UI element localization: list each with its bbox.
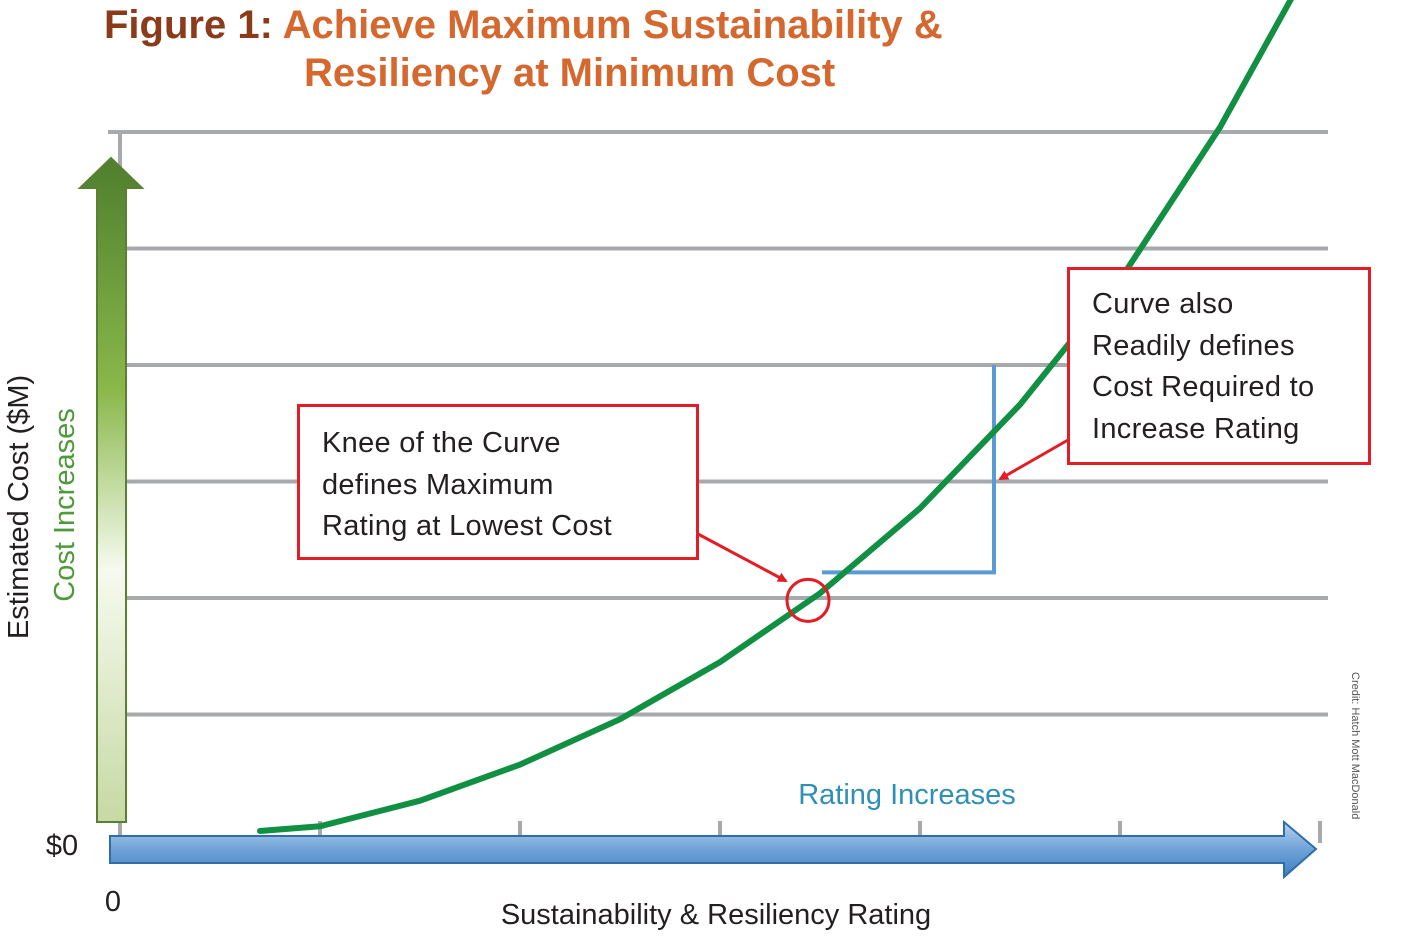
cost-callout-line: Curve also [1092, 288, 1234, 320]
knee-callout-line: Knee of the Curve [322, 427, 561, 459]
cost-callout-line: Increase Rating [1092, 412, 1300, 445]
x-axis-label: Sustainability & Resiliency Rating [501, 899, 931, 931]
rating-increases-arrow [109, 819, 1318, 880]
knee-highlight-circle [785, 577, 831, 623]
knee-callout: Knee of the Curve defines Maximum Rating… [297, 404, 699, 560]
y-axis-label: Estimated Cost ($M) [3, 375, 35, 639]
cost-step-line [822, 365, 996, 575]
figure-title-line-1: Figure 1: Achieve Maximum Sustainability… [104, 0, 943, 50]
cost-increases-label: Cost Increases [49, 408, 81, 601]
x-tick-label-zero: 0 [105, 886, 121, 918]
knee-callout-line: Rating at Lowest Cost [322, 510, 612, 542]
y-tick-label-zero: $0 [46, 830, 78, 862]
rating-increases-label: Rating Increases [798, 779, 1016, 811]
knee-callout-pointer [697, 532, 788, 583]
cost-curve-line [257, 0, 1294, 834]
title-text-line-1: Achieve Maximum Sustainability & [282, 3, 943, 47]
figure-label: Figure 1 [104, 3, 260, 47]
cost-callout-line: Cost Required to [1092, 371, 1315, 403]
figure-title-line-2: Resiliency at Minimum Cost [304, 48, 835, 98]
title-text-line-2: Resiliency at Minimum Cost [304, 51, 836, 95]
cost-required-callout: Curve also Readily defines Cost Required… [1067, 267, 1371, 465]
cost-callout-pointer [998, 438, 1069, 481]
figure-colon: : [259, 3, 273, 47]
image-credit: Credit: Hatch Mott MacDonald [1349, 672, 1361, 820]
cost-callout-line: Readily defines [1092, 329, 1295, 362]
cost-increases-arrow [77, 156, 145, 823]
knee-callout-line: defines Maximum [322, 468, 554, 501]
